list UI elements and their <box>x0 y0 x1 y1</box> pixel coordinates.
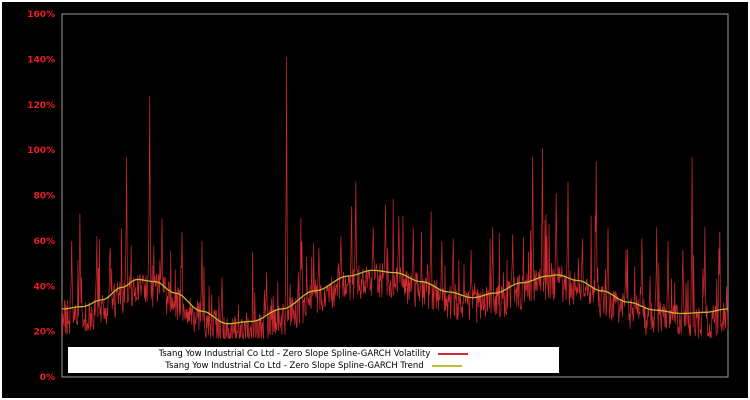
legend-label-trend: Tsang Yow Industrial Co Ltd - Zero Slope… <box>165 361 424 371</box>
trend-series-line <box>62 269 729 325</box>
chart-legend: Tsang Yow Industrial Co Ltd - Zero Slope… <box>68 347 559 373</box>
y-tick-label: 40% <box>33 282 55 292</box>
legend-item-trend: Tsang Yow Industrial Co Ltd - Zero Slope… <box>68 360 559 372</box>
volatility-series-line <box>61 57 729 340</box>
legend-line-sample-volatility <box>438 353 469 355</box>
legend-line-sample-trend <box>431 365 462 367</box>
y-tick-label: 140% <box>27 55 55 65</box>
y-tick-label: 160% <box>27 10 55 20</box>
y-tick-label: 20% <box>33 328 55 338</box>
y-tick-label: 120% <box>27 101 55 111</box>
y-tick-label: 80% <box>33 192 55 202</box>
y-tick-label: 100% <box>27 146 55 156</box>
legend-label-volatility: Tsang Yow Industrial Co Ltd - Zero Slope… <box>158 349 431 359</box>
legend-item-volatility: Tsang Yow Industrial Co Ltd - Zero Slope… <box>68 348 559 360</box>
plot-frame <box>61 13 729 378</box>
y-tick-label: 0% <box>40 373 55 383</box>
y-tick-label: 60% <box>33 237 55 247</box>
